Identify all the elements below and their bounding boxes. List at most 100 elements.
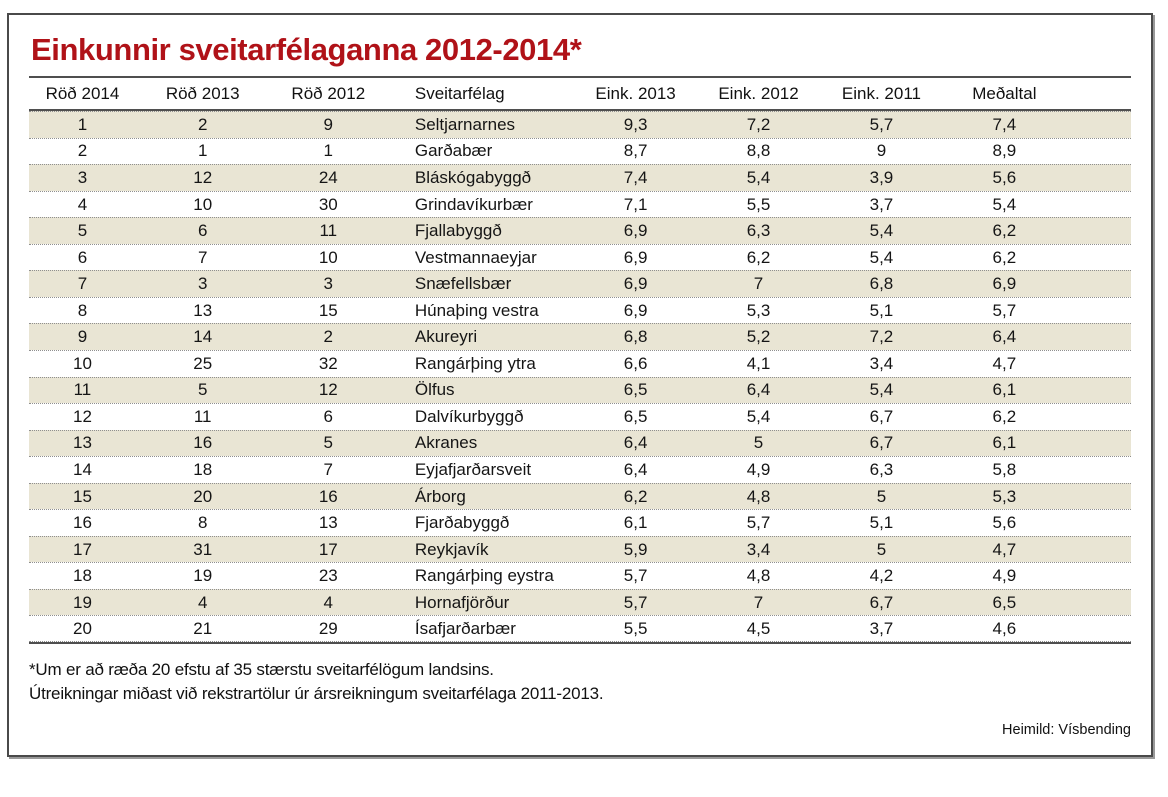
municipality-name: Snæfellsbær — [414, 274, 512, 294]
table-row: 14 18 7 Eyjafjarðarsveit 6,4 4,9 6,3 5,8 — [29, 456, 1131, 483]
value-cell: 18 — [193, 459, 213, 479]
value-cell: 2 — [77, 141, 88, 161]
value-cell: 6,4 — [623, 433, 648, 453]
municipality-name: Dalvíkurbyggð — [414, 406, 524, 426]
value-cell: 9 — [323, 114, 334, 134]
value-cell: 5 — [876, 486, 887, 506]
value-cell: 6,1 — [992, 433, 1017, 453]
table-row: 15 20 16 Árborg 6,2 4,8 5 5,3 — [29, 482, 1131, 510]
value-cell: 29 — [318, 618, 338, 638]
value-cell: 6 — [77, 247, 88, 267]
value-cell: 6,9 — [623, 221, 648, 241]
value-cell: 6,8 — [869, 274, 894, 294]
value-cell: 6 — [197, 221, 208, 241]
table-row: 1 2 9 Seltjarnarnes 9,3 7,2 5,7 7,4 — [29, 111, 1131, 138]
footnote-line-2: Útreikningar miðast við rekstrartölur úr… — [29, 684, 604, 704]
value-cell: 6,2 — [623, 486, 648, 506]
column-header: Röð 2014 — [45, 83, 120, 103]
value-cell: 3 — [323, 274, 334, 294]
value-cell: 4,9 — [746, 459, 771, 479]
value-cell: 5,7 — [623, 566, 648, 586]
value-cell: 5,6 — [992, 513, 1017, 533]
value-cell: 5,2 — [746, 327, 771, 347]
value-cell: 5,7 — [746, 513, 771, 533]
value-cell: 14 — [72, 459, 92, 479]
value-cell: 4 — [197, 592, 208, 612]
value-cell: 6,5 — [623, 406, 648, 426]
value-cell: 7,4 — [992, 114, 1017, 134]
value-cell: 5 — [753, 433, 764, 453]
value-cell: 3 — [197, 274, 208, 294]
body-bottom-rule — [29, 642, 1131, 645]
value-cell: 5,4 — [869, 221, 894, 241]
table-row: 11 5 12 Ölfus 6,5 6,4 5,4 6,1 — [29, 376, 1131, 404]
value-cell: 19 — [72, 592, 92, 612]
value-cell: 7 — [753, 592, 764, 612]
value-cell: 7 — [197, 247, 208, 267]
table-row: 10 25 32 Rangárþing ytra 6,6 4,1 3,4 4,7 — [29, 350, 1131, 377]
value-cell: 5,1 — [869, 300, 894, 320]
value-cell: 6,7 — [869, 433, 894, 453]
table-row: 4 10 30 Grindavíkurbær 7,1 5,5 3,7 5,4 — [29, 190, 1131, 218]
value-cell: 4 — [77, 194, 88, 214]
value-cell: 6,9 — [623, 247, 648, 267]
value-cell: 6,1 — [623, 513, 648, 533]
value-cell: 5 — [77, 221, 88, 241]
value-cell: 11 — [193, 406, 212, 426]
value-cell: 15 — [72, 486, 92, 506]
value-cell: 12 — [193, 167, 213, 187]
value-cell: 6,3 — [746, 221, 771, 241]
value-cell: 5,6 — [992, 167, 1017, 187]
footnote-line-1: *Um er að ræða 20 efstu af 35 stærstu sv… — [29, 660, 494, 680]
table-row: 13 16 5 Akranes 6,4 5 6,7 6,1 — [29, 429, 1131, 457]
value-cell: 5,5 — [623, 618, 648, 638]
page-title: Einkunnir sveitarfélaganna 2012-2014* — [31, 32, 582, 67]
value-cell: 7 — [753, 274, 764, 294]
value-cell: 13 — [318, 513, 338, 533]
value-cell: 32 — [318, 353, 338, 373]
footnotes: *Um er að ræða 20 efstu af 35 stærstu sv… — [29, 658, 1131, 706]
value-cell: 6,5 — [992, 592, 1017, 612]
value-cell: 5,9 — [623, 539, 648, 559]
value-cell: 4,8 — [746, 486, 771, 506]
source-credit: Heimild: Vísbending — [1002, 722, 1131, 739]
municipality-name: Rangárþing ytra — [414, 353, 536, 373]
value-cell: 3,7 — [869, 194, 894, 214]
municipality-name: Ísafjarðarbær — [414, 618, 516, 638]
value-cell: 20 — [72, 618, 92, 638]
value-cell: 6,4 — [746, 380, 771, 400]
value-cell: 12 — [318, 380, 338, 400]
title-rule — [29, 76, 1131, 79]
value-cell: 6,9 — [992, 274, 1017, 294]
column-header: Eink. 2012 — [718, 83, 799, 103]
value-cell: 3,9 — [869, 167, 894, 187]
value-cell: 10 — [72, 353, 92, 373]
value-cell: 7,2 — [869, 327, 894, 347]
municipality-name: Eyjafjarðarsveit — [414, 459, 532, 479]
value-cell: 5,4 — [869, 380, 894, 400]
value-cell: 1 — [197, 141, 208, 161]
value-cell: 3 — [77, 167, 88, 187]
value-cell: 5,3 — [992, 486, 1017, 506]
value-cell: 8,9 — [992, 141, 1017, 161]
value-cell: 2 — [323, 327, 334, 347]
value-cell: 9 — [876, 141, 887, 161]
value-cell: 2 — [197, 114, 208, 134]
value-cell: 24 — [318, 167, 338, 187]
table-row: 5 6 11 Fjallabyggð 6,9 6,3 5,4 6,2 — [29, 217, 1131, 244]
value-cell: 17 — [72, 539, 92, 559]
value-cell: 8 — [197, 513, 208, 533]
table-row: 7 3 3 Snæfellsbær 6,9 7 6,8 6,9 — [29, 270, 1131, 297]
municipality-name: Akranes — [414, 433, 478, 453]
value-cell: 4,6 — [992, 618, 1017, 638]
table-row: 16 8 13 Fjarðabyggð 6,1 5,7 5,1 5,6 — [29, 509, 1131, 536]
table-body: 1 2 9 Seltjarnarnes 9,3 7,2 5,7 7,4 2 1 1 Garðabær 8… — [29, 111, 1131, 643]
municipality-name: Seltjarnarnes — [414, 114, 516, 134]
value-cell: 11 — [319, 221, 338, 241]
value-cell: 14 — [193, 327, 213, 347]
column-header: Sveitarfélag — [414, 83, 505, 103]
value-cell: 5,7 — [992, 300, 1017, 320]
value-cell: 4,7 — [992, 353, 1017, 373]
value-cell: 8,8 — [746, 141, 771, 161]
value-cell: 6 — [323, 406, 334, 426]
